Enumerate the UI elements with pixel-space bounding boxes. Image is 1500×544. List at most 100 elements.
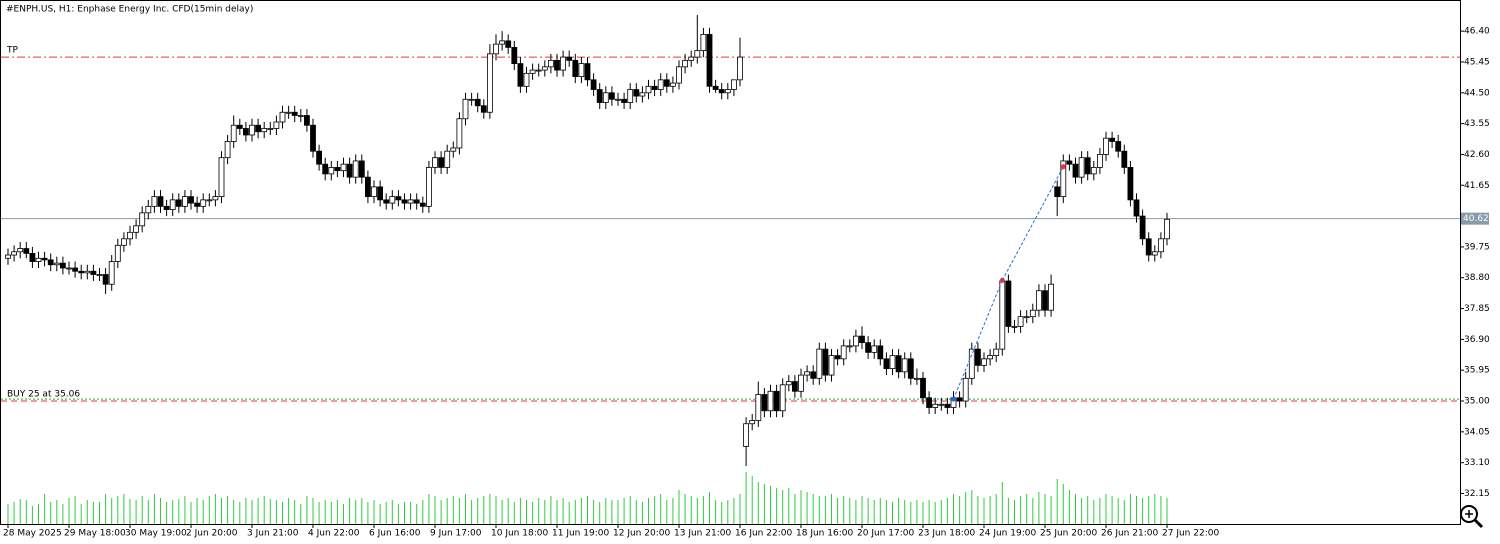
candle-body xyxy=(438,157,445,168)
candle-body xyxy=(425,167,432,207)
y-tick-label: 32.15 xyxy=(1464,489,1490,499)
candle-body xyxy=(206,199,213,202)
candle-body xyxy=(590,79,597,90)
candle-body xyxy=(566,56,573,61)
candle-body xyxy=(785,381,792,386)
candle-body xyxy=(907,358,914,379)
candle-body xyxy=(194,202,201,207)
candle-body xyxy=(1066,160,1073,165)
candle-body xyxy=(773,390,780,412)
candle-body xyxy=(670,82,676,87)
candle-body xyxy=(218,157,225,198)
candle-body xyxy=(737,56,743,81)
candle-body xyxy=(188,196,194,204)
candle-body xyxy=(932,403,939,408)
trade-line xyxy=(953,280,1003,400)
candle-body xyxy=(987,355,993,360)
candle-body xyxy=(596,89,603,103)
candle-body xyxy=(609,92,615,100)
candle-body xyxy=(816,348,823,379)
candle-body xyxy=(975,348,981,366)
candle-body xyxy=(474,98,481,107)
candle-body xyxy=(871,345,878,353)
candle-body xyxy=(1103,137,1109,155)
candle-body xyxy=(1097,154,1103,168)
candle-body xyxy=(11,251,18,256)
candle-body xyxy=(78,270,85,274)
candle-body xyxy=(444,150,451,168)
candle-body xyxy=(895,355,902,373)
candle-body xyxy=(767,390,774,412)
candle-body xyxy=(755,394,762,421)
x-tick-label: 26 Jun 21:00 xyxy=(1101,529,1158,539)
last-price-label: 40.62 xyxy=(1463,214,1489,224)
candle-body xyxy=(493,43,499,55)
candle-body xyxy=(944,403,951,408)
candle-body xyxy=(920,377,926,399)
candle-body xyxy=(511,46,518,64)
candle-body xyxy=(255,124,262,133)
candle-body xyxy=(328,167,335,175)
trade-line xyxy=(1001,166,1064,281)
candle-body xyxy=(859,335,865,344)
candle-body xyxy=(1145,238,1152,256)
y-tick-label: 35.00 xyxy=(1464,397,1490,407)
candle-body xyxy=(41,257,48,261)
candle-body xyxy=(364,176,371,198)
candle-body xyxy=(273,121,280,129)
y-tick-label: 34.05 xyxy=(1464,427,1490,437)
candle-body xyxy=(450,147,457,152)
candle-body xyxy=(602,92,609,103)
x-tick-label: 16 Jun 22:00 xyxy=(735,529,792,539)
candle-body xyxy=(1005,280,1012,327)
candle-body xyxy=(151,196,158,207)
candle-body xyxy=(303,115,310,126)
x-tick-label: 20 Jun 17:00 xyxy=(857,529,914,539)
last-price-box xyxy=(1461,212,1489,225)
candle-body xyxy=(645,85,652,94)
y-tick-label: 43.55 xyxy=(1464,119,1490,129)
x-tick-label: 29 May 18:00 xyxy=(64,529,126,539)
candle-body xyxy=(53,262,60,266)
candle-body xyxy=(413,199,420,204)
zoom-button[interactable] xyxy=(1460,505,1484,529)
price-level-label: TP xyxy=(6,46,18,56)
candle-body xyxy=(279,111,286,123)
y-tick-label: 42.60 xyxy=(1464,150,1490,160)
candle-body xyxy=(535,69,542,72)
candle-body xyxy=(1121,150,1128,168)
candle-body xyxy=(340,163,347,172)
candle-body xyxy=(1139,215,1146,240)
candle-body xyxy=(517,63,524,87)
candle-body xyxy=(999,280,1006,350)
y-tick-label: 37.85 xyxy=(1464,304,1490,314)
candle-body xyxy=(249,124,255,136)
candle-body xyxy=(468,98,475,101)
candle-body xyxy=(877,345,884,360)
plot-frame xyxy=(0,0,1461,525)
candle-body xyxy=(1127,167,1134,201)
y-tick-label: 44.50 xyxy=(1464,88,1490,98)
x-tick-label: 9 Jun 17:00 xyxy=(430,529,482,539)
candle-body xyxy=(310,124,316,152)
candle-body xyxy=(981,358,987,366)
candle-body xyxy=(1054,186,1061,198)
candle-body xyxy=(1158,238,1164,253)
candle-body xyxy=(621,98,627,103)
candle-body xyxy=(127,231,133,240)
candle-body xyxy=(419,202,426,207)
candle-body xyxy=(224,141,231,159)
candle-body xyxy=(1090,167,1097,175)
y-tick-label: 33.10 xyxy=(1464,458,1490,468)
candle-body xyxy=(72,267,78,272)
candle-body xyxy=(505,40,512,48)
x-tick-label: 11 Jun 19:00 xyxy=(552,529,609,539)
candle-body xyxy=(828,355,835,376)
candle-body xyxy=(297,115,304,117)
candle-body xyxy=(627,89,634,103)
candle-body xyxy=(395,196,402,201)
candle-body xyxy=(389,196,396,204)
zoom-icon-handle xyxy=(1473,518,1484,529)
candle-body xyxy=(66,267,72,270)
